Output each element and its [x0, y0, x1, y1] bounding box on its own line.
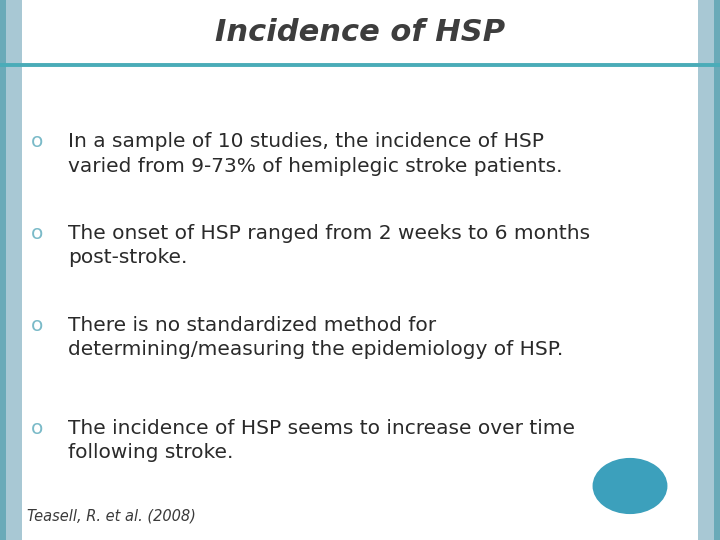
- Text: o: o: [31, 316, 44, 335]
- Text: There is no standardized method for
determining/measuring the epidemiology of HS: There is no standardized method for dete…: [68, 316, 564, 359]
- Text: The onset of HSP ranged from 2 weeks to 6 months
post-stroke.: The onset of HSP ranged from 2 weeks to …: [68, 224, 590, 267]
- Text: Teasell, R. et al. (2008): Teasell, R. et al. (2008): [27, 508, 197, 523]
- Text: o: o: [31, 132, 44, 151]
- Bar: [6, 0, 22, 540]
- Circle shape: [593, 458, 667, 514]
- Bar: [714, 0, 720, 540]
- Text: The incidence of HSP seems to increase over time
following stroke.: The incidence of HSP seems to increase o…: [68, 418, 575, 462]
- Bar: [0, 0, 720, 65]
- Text: In a sample of 10 studies, the incidence of HSP
varied from 9-73% of hemiplegic : In a sample of 10 studies, the incidence…: [68, 132, 563, 176]
- Text: o: o: [31, 418, 44, 437]
- Text: Incidence of HSP: Incidence of HSP: [215, 18, 505, 47]
- Bar: [0, 0, 6, 540]
- Bar: [698, 0, 714, 540]
- Text: o: o: [31, 224, 44, 243]
